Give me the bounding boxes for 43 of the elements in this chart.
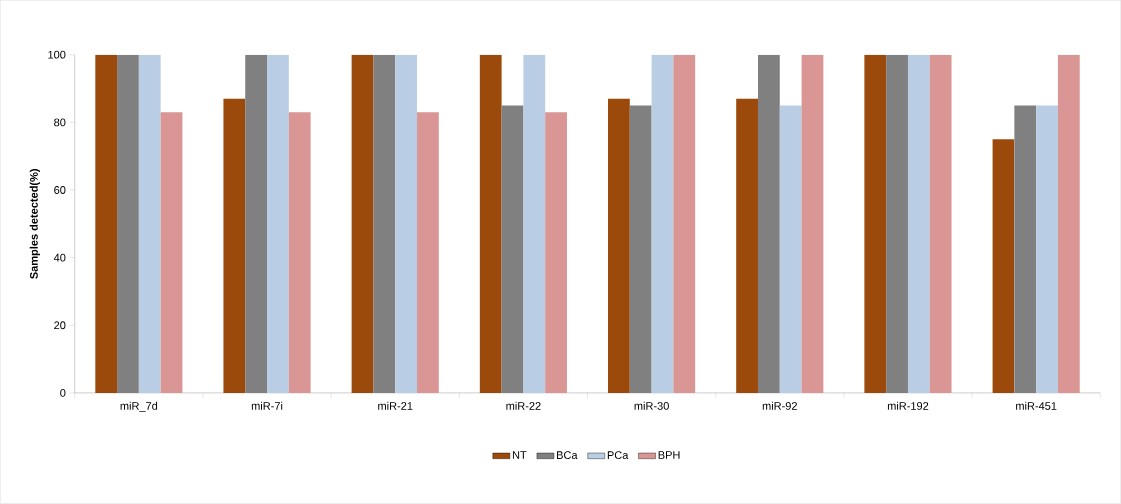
y-axis-title: Samples detected(%) [29,169,40,280]
x-tick-label: miR-7i [251,401,283,410]
y-tick-label: 40 [53,253,66,262]
bar [651,54,674,394]
bar [479,54,502,394]
y-tick-label: 0 [60,389,66,397]
bar [545,112,567,394]
bar [95,54,118,394]
x-tick-label: miR-451 [1016,401,1057,411]
bar [736,98,758,394]
y-tick-label: 100 [48,50,66,59]
legend-label: PCa [607,451,629,460]
y-tick-label: 60 [54,186,66,195]
bar [801,54,824,394]
y-tick-label: 20 [54,321,66,330]
bar [864,54,887,394]
bar [929,54,952,394]
bar [288,112,311,394]
bar [267,54,289,394]
bar [138,54,161,394]
x-tick-label: miR-21 [378,401,413,410]
bar [1036,105,1058,394]
x-tick-label: miR-192 [887,401,929,411]
bar [223,98,246,394]
bar [673,54,696,394]
bar [779,105,802,394]
y-tick-label: 80 [54,118,66,127]
bar [395,54,418,394]
bar [417,112,439,394]
legend-label: BCa [557,451,578,460]
x-tick-label: miR-30 [634,401,669,411]
legend-label: BPH [658,451,680,459]
bar [351,54,374,394]
x-tick-label: miR-92 [762,401,797,411]
bar [608,98,630,394]
legend-label: NT [512,451,527,459]
x-tick-label: miR_7d [120,401,158,413]
bar [1057,54,1080,394]
bar [907,54,930,394]
bar [523,54,546,394]
x-tick-label: miR-22 [506,401,541,410]
bar [160,112,183,394]
bar [992,139,1015,394]
